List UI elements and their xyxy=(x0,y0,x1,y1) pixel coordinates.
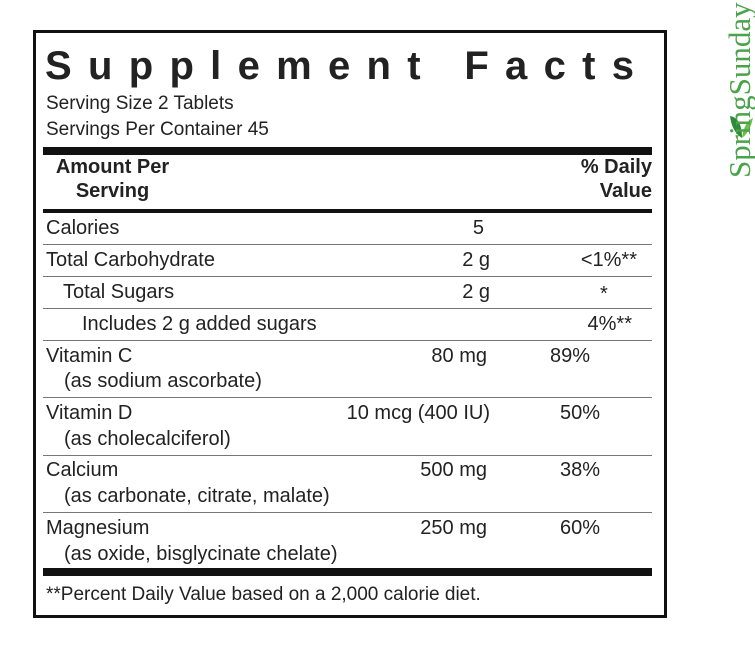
title: Supplement Facts xyxy=(45,44,651,88)
row-divider xyxy=(43,455,652,456)
row-divider xyxy=(43,512,652,513)
row-detail: (as oxide, bisglycinate chelate) xyxy=(64,543,338,565)
servings-per-container: Servings Per Container 45 xyxy=(46,119,269,140)
row-name: Total Carbohydrate xyxy=(46,249,215,271)
row-divider xyxy=(43,308,652,309)
rule xyxy=(43,147,652,155)
row-detail: (as cholecalciferol) xyxy=(64,428,231,450)
row-amount: 2 g xyxy=(462,249,490,271)
row-detail: (as carbonate, citrate, malate) xyxy=(64,485,330,507)
row-daily-value: 50% xyxy=(560,402,601,424)
rule xyxy=(43,568,652,576)
row-detail: (as sodium ascorbate) xyxy=(64,370,262,392)
row-amount: 2 g xyxy=(462,281,490,303)
row-name: Vitamin D xyxy=(46,402,133,424)
row-daily-value: 60% xyxy=(560,517,601,539)
rule xyxy=(43,209,652,213)
amount-header: Amount Per Serving xyxy=(55,156,170,202)
row-amount: 5 xyxy=(472,217,484,239)
row-name: Vitamin C xyxy=(46,345,133,367)
row-name: Total Sugars xyxy=(63,281,175,303)
row-divider xyxy=(43,276,652,277)
daily-value-header: % Daily Value xyxy=(580,156,652,202)
row-daily-value: 4%** xyxy=(587,313,632,335)
row-divider xyxy=(43,244,652,245)
label-border xyxy=(33,30,667,618)
row-amount: 500 mg xyxy=(420,459,487,481)
row-name: Calcium xyxy=(46,459,119,481)
row-daily-value: * xyxy=(600,283,608,305)
row-divider xyxy=(43,340,652,341)
brand-logo: SpringSunday xyxy=(722,2,755,178)
row-amount: 10 mcg (400 IU) xyxy=(346,402,490,424)
serving-size: Serving Size 2 Tablets xyxy=(46,93,234,114)
row-daily-value: 38% xyxy=(560,459,601,481)
row-divider xyxy=(43,397,652,398)
row-name: Magnesium xyxy=(46,517,150,539)
row-amount: 80 mg xyxy=(431,345,487,367)
row-daily-value: 89% xyxy=(550,345,591,367)
row-amount: 250 mg xyxy=(420,517,487,539)
row-name: Includes 2 g added sugars xyxy=(82,313,317,335)
footnote: **Percent Daily Value based on a 2,000 c… xyxy=(46,584,481,605)
brand-leaf xyxy=(730,116,753,138)
row-daily-value: <1%** xyxy=(580,249,637,271)
row-name: Calories xyxy=(46,217,120,239)
